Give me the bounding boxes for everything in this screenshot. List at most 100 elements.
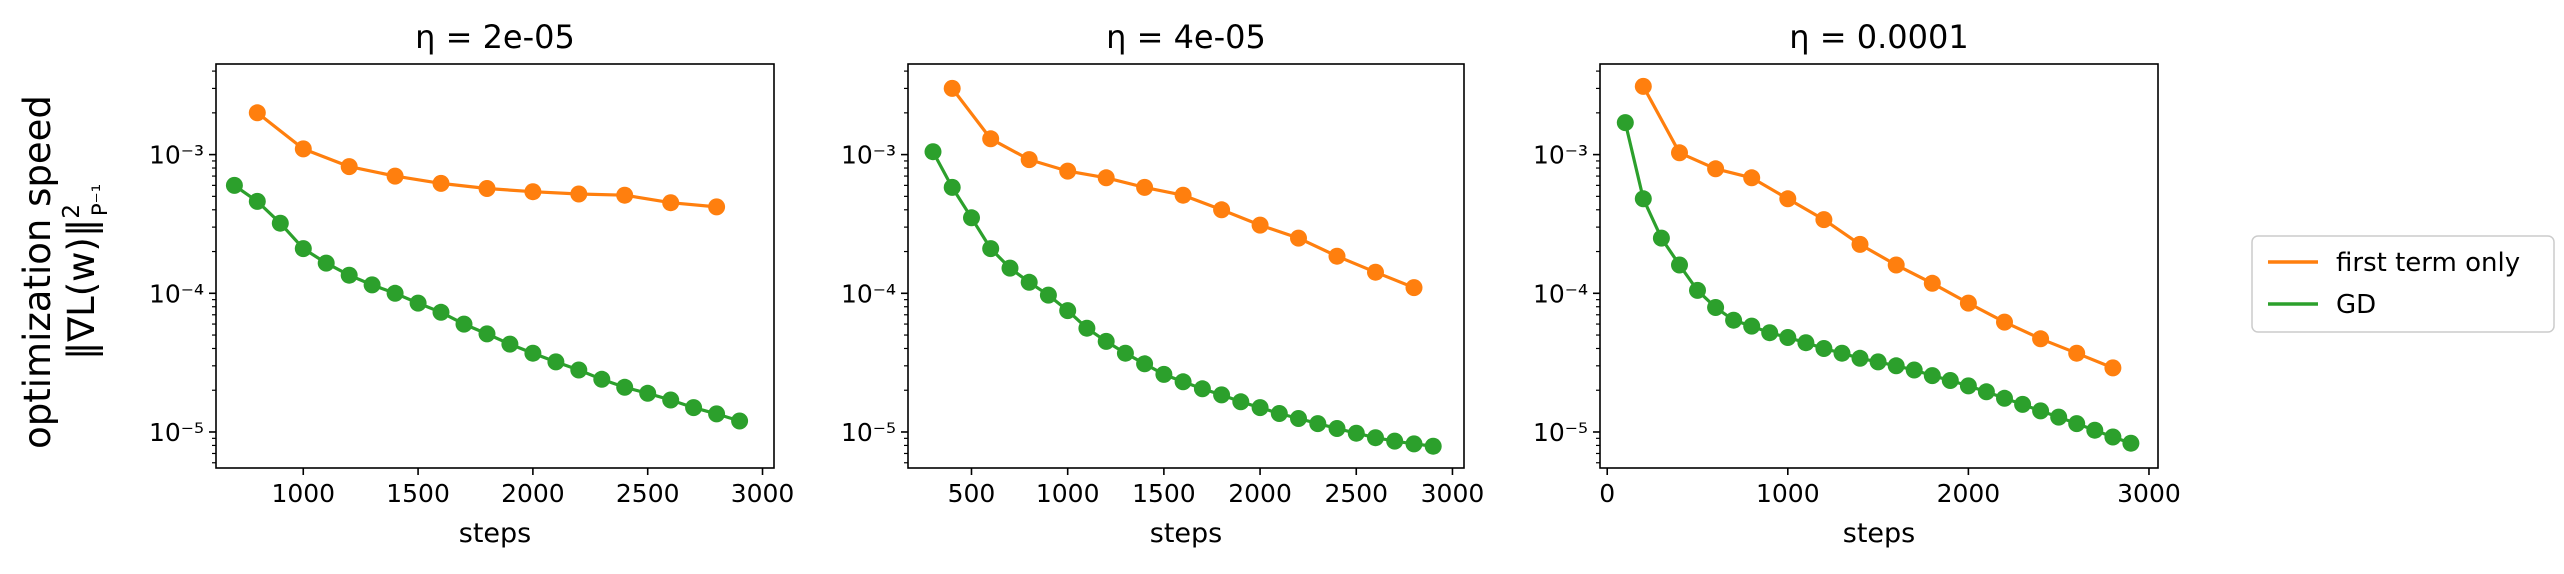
data-point xyxy=(1155,365,1173,383)
y-tick-label: 10⁻⁴ xyxy=(841,279,896,308)
data-point xyxy=(1923,367,1941,385)
data-point xyxy=(943,79,961,97)
data-point xyxy=(1039,286,1057,304)
data-point xyxy=(1634,77,1652,95)
x-tick-label: 1500 xyxy=(386,479,450,508)
data-point xyxy=(340,266,358,284)
data-point xyxy=(1887,357,1905,375)
data-point xyxy=(1797,334,1815,352)
y-tick-label: 10⁻³ xyxy=(841,141,896,170)
data-point xyxy=(1779,329,1797,346)
data-point xyxy=(1959,294,1977,312)
data-point xyxy=(2104,359,2122,377)
data-point xyxy=(1193,380,1211,398)
data-point xyxy=(1996,389,2013,407)
data-point xyxy=(593,370,611,388)
data-point xyxy=(570,185,588,203)
ylabel-norm: ‖∇L(w)‖ xyxy=(60,219,103,361)
data-point xyxy=(524,344,542,362)
data-point xyxy=(1707,160,1725,178)
y-tick-label: 10⁻⁴ xyxy=(1533,279,1588,308)
data-point xyxy=(570,361,588,379)
data-point xyxy=(478,180,496,197)
data-point xyxy=(1386,432,1404,450)
data-point xyxy=(432,303,450,321)
data-point xyxy=(1405,435,1423,453)
ylabel-line1: optimization speed xyxy=(16,95,59,449)
x-tick-label: 3000 xyxy=(1421,479,1485,508)
y-tick-label: 10⁻⁵ xyxy=(841,418,896,447)
data-point xyxy=(1020,273,1038,291)
data-point xyxy=(1689,281,1706,299)
chart-title: η = 0.0001 xyxy=(1789,18,1968,56)
data-point xyxy=(708,198,726,216)
data-point xyxy=(2050,408,2068,426)
data-point xyxy=(2032,402,2050,420)
chart-panel-3: η = 0.0001 0 1000 2000 3000 steps 10⁻⁵ 10⁻⁴ 10⁻³ xyxy=(1533,18,2181,549)
data-point xyxy=(1959,377,1977,395)
data-point xyxy=(1833,344,1851,362)
data-point xyxy=(1136,178,1154,196)
data-point xyxy=(639,384,657,402)
ylabel: optimization speed ‖∇L(w)‖2 P⁻¹ xyxy=(16,95,112,449)
data-point xyxy=(501,335,519,353)
y-tick-label: 10⁻⁵ xyxy=(1533,418,1588,447)
data-point xyxy=(1290,410,1307,427)
y-tick-label: 10⁻³ xyxy=(149,141,204,170)
data-point xyxy=(1743,169,1761,187)
axes-frame xyxy=(1599,63,2159,469)
data-point xyxy=(616,186,634,204)
y-tick-label: 10⁻⁵ xyxy=(149,418,204,447)
data-point xyxy=(524,183,542,201)
panels: η = 2e-05 1000 1500 2000 2500 3000 steps 10⁻⁵ 10… xyxy=(149,18,2181,549)
data-point xyxy=(1309,415,1327,433)
data-point xyxy=(455,315,473,333)
data-point xyxy=(1136,355,1154,373)
data-point xyxy=(662,391,680,409)
data-point xyxy=(363,276,381,294)
data-point xyxy=(1251,399,1269,417)
data-point xyxy=(2086,421,2104,439)
legend: first term only GD xyxy=(2251,235,2555,333)
x-tick-label: 2000 xyxy=(501,479,565,508)
x-axis-label: steps xyxy=(459,518,531,549)
series-first-term-only xyxy=(248,104,726,216)
legend-label-first-term: first term only xyxy=(2336,248,2520,278)
series-gd xyxy=(225,176,749,430)
data-point xyxy=(1652,229,1670,247)
data-point xyxy=(1213,201,1231,219)
data-point xyxy=(1634,190,1652,208)
data-point xyxy=(1616,114,1634,132)
data-point xyxy=(963,209,980,227)
data-point xyxy=(1977,383,1995,401)
data-point xyxy=(1328,247,1346,265)
series-line xyxy=(233,184,741,423)
data-point xyxy=(1779,190,1797,208)
chart-title: η = 2e-05 xyxy=(415,18,575,56)
data-point xyxy=(1270,405,1288,422)
data-point xyxy=(708,405,726,423)
axes-frame xyxy=(907,63,1465,469)
data-point xyxy=(317,254,335,272)
x-tick-label: 0 xyxy=(1599,479,1615,508)
chart-title: η = 4e-05 xyxy=(1106,18,1266,56)
data-point xyxy=(1020,151,1038,169)
series-gd xyxy=(1616,114,2140,452)
chart-panel-1: η = 2e-05 1000 1500 2000 2500 3000 steps 10⁻⁵ 10… xyxy=(149,18,794,549)
data-point xyxy=(1290,229,1307,247)
data-point xyxy=(1725,311,1743,329)
data-point xyxy=(982,130,1000,148)
series-gd xyxy=(924,143,1442,455)
data-point xyxy=(1851,349,1869,367)
data-point xyxy=(1097,332,1115,350)
x-axis-label: steps xyxy=(1843,518,1915,549)
x-tick-label: 500 xyxy=(948,479,996,508)
data-point xyxy=(1707,299,1725,316)
data-point xyxy=(1923,274,1941,292)
data-point xyxy=(340,158,358,176)
data-point xyxy=(924,143,942,161)
legend-label-gd: GD xyxy=(2336,290,2376,320)
data-point xyxy=(1815,340,1833,357)
data-point xyxy=(2104,428,2122,446)
data-point xyxy=(1347,424,1365,442)
